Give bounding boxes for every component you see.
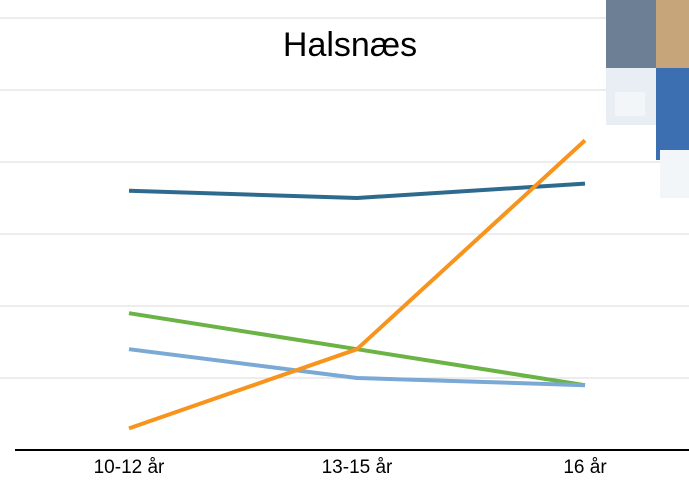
thumbnail-decoration (606, 0, 689, 198)
x-tick-label: 10-12 år (94, 457, 165, 478)
chart-title: Halsnæs (283, 26, 417, 64)
series-line (128, 138, 587, 431)
series-line (128, 181, 586, 200)
x-tick-label: 16 år (563, 457, 607, 478)
series-line (128, 347, 586, 388)
x-tick-label: 13-15 år (322, 457, 393, 478)
